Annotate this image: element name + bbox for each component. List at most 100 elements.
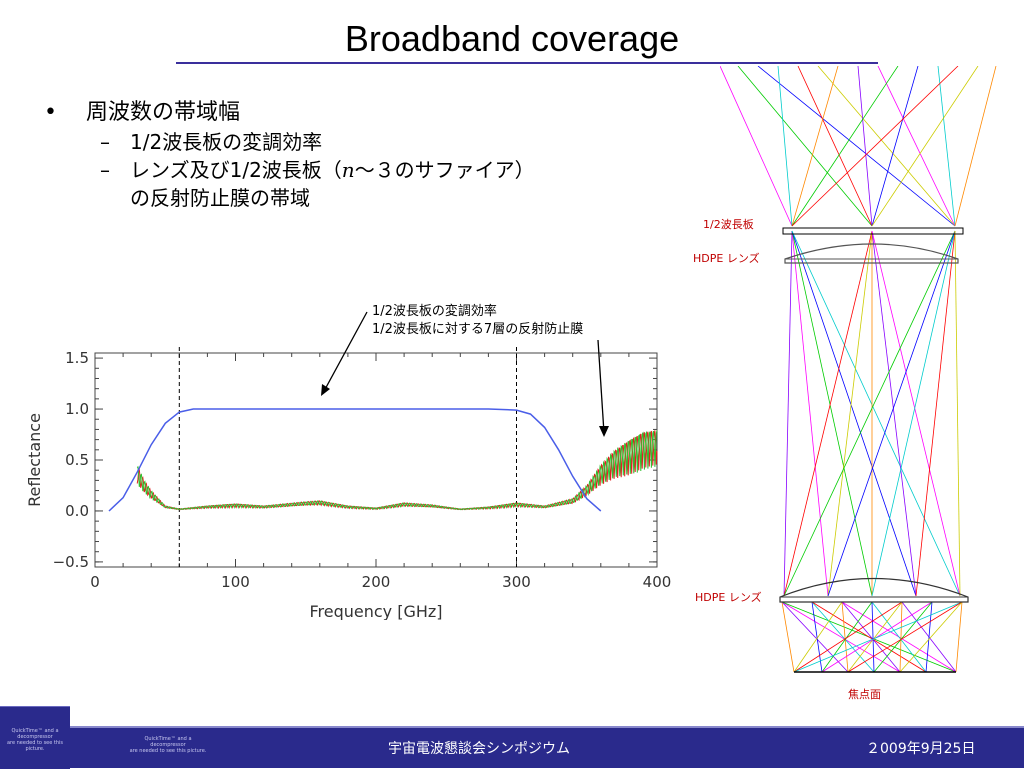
hdpe-lens-1 bbox=[784, 243, 959, 264]
light-ray bbox=[793, 601, 843, 673]
refractive-index-symbol: n bbox=[341, 158, 355, 182]
light-ray bbox=[847, 601, 903, 673]
light-ray bbox=[873, 601, 933, 673]
footer-event-name: 宇宙電波懇談会シンポジウム bbox=[388, 741, 570, 757]
y-tick-label: 0.0 bbox=[65, 502, 89, 520]
y-tick-label: 1.5 bbox=[65, 349, 89, 367]
light-ray bbox=[871, 230, 917, 597]
half-wave-plate-label: 1/2波長板 bbox=[703, 218, 754, 231]
light-ray bbox=[841, 601, 849, 673]
light-ray bbox=[877, 66, 956, 227]
x-axis-label: Frequency [GHz] bbox=[309, 602, 442, 620]
bullet-item: • 周波数の帯域幅 bbox=[44, 98, 535, 128]
light-ray bbox=[791, 230, 917, 597]
slide-title: Broadband coverage bbox=[344, 18, 680, 59]
y-tick-label: 0.5 bbox=[65, 451, 89, 469]
light-ray bbox=[899, 601, 903, 673]
half-wave-plate bbox=[782, 227, 964, 235]
light-ray bbox=[793, 601, 903, 673]
light-ray bbox=[737, 66, 873, 227]
light-ray bbox=[791, 66, 959, 227]
sub-bullet-continuation: の反射防止膜の帯域 bbox=[130, 186, 310, 210]
x-tick-label: 100 bbox=[221, 573, 250, 591]
reflectance-chart: 0 100 200 300 400 −0.5 0.0 0.5 1.0 1.5 Frequency [… bbox=[25, 347, 672, 620]
light-ray bbox=[954, 230, 961, 597]
light-ray bbox=[811, 601, 927, 673]
y-tick-label: 1.0 bbox=[65, 400, 89, 418]
light-ray bbox=[841, 601, 901, 673]
light-ray bbox=[871, 601, 927, 673]
light-ray bbox=[783, 230, 793, 597]
x-tick-label: 0 bbox=[90, 573, 100, 591]
light-ray bbox=[955, 601, 963, 673]
light-ray bbox=[783, 230, 873, 597]
footer-divider bbox=[0, 726, 1024, 728]
light-ray bbox=[899, 601, 963, 673]
light-ray bbox=[791, 66, 899, 227]
light-ray bbox=[954, 66, 997, 227]
x-tick-label: 200 bbox=[362, 573, 391, 591]
light-ray bbox=[915, 230, 956, 597]
modulation-efficiency-curve bbox=[108, 408, 602, 512]
chart-annotation: 1/2波長板の変調効率 1/2波長板に対する7層の反射防止膜 bbox=[372, 303, 583, 339]
light-ray bbox=[871, 230, 961, 597]
arrow-to-ar-curve bbox=[597, 339, 605, 434]
light-ray bbox=[791, 66, 839, 227]
arrow-head bbox=[321, 384, 330, 396]
arrow-head bbox=[599, 426, 609, 437]
light-ray bbox=[793, 601, 963, 673]
light-ray bbox=[777, 66, 793, 227]
focal-plane-label: 焦点面 bbox=[848, 688, 881, 701]
bullet-dot: • bbox=[44, 100, 57, 125]
light-ray bbox=[847, 601, 963, 673]
light-ray bbox=[781, 601, 901, 673]
x-tick-label: 300 bbox=[502, 573, 531, 591]
light-ray bbox=[821, 601, 873, 673]
light-ray bbox=[791, 230, 961, 597]
title-underline bbox=[176, 62, 878, 64]
light-ray bbox=[791, 230, 829, 597]
light-ray bbox=[827, 230, 873, 597]
sub-bullet-text: 〜３のサファイア） bbox=[354, 158, 535, 182]
arrow-to-modulation-curve bbox=[322, 311, 368, 394]
logo-placeholder-text: QuickTime™ and a decompressor are needed… bbox=[6, 728, 64, 752]
ar-coating-trace-green bbox=[136, 430, 658, 511]
bullet-text: 周波数の帯域幅 bbox=[86, 100, 241, 125]
light-ray bbox=[757, 66, 956, 227]
sub-bullet-item: – 1/2波長板の変調効率 bbox=[44, 128, 535, 156]
light-ray bbox=[871, 601, 875, 673]
sub-bullet-item: – レンズ及び1/2波長板（n〜３のサファイア） bbox=[44, 156, 535, 184]
footer-bar bbox=[0, 726, 1024, 768]
optics-diagram bbox=[720, 66, 997, 673]
sub-bullet-text: レンズ及び1/2波長板（ bbox=[130, 158, 342, 182]
light-ray bbox=[791, 230, 873, 597]
sub-bullet-text: 1/2波長板の変調効率 bbox=[130, 130, 323, 154]
light-ray bbox=[871, 230, 956, 597]
y-axis-label: Reflectance bbox=[25, 413, 44, 507]
light-ray bbox=[783, 230, 956, 597]
light-ray bbox=[781, 601, 795, 673]
light-ray bbox=[871, 66, 919, 227]
light-ray bbox=[937, 66, 956, 227]
y-tick-label: −0.5 bbox=[53, 553, 89, 571]
hdpe-lens-1-label: HDPE レンズ bbox=[693, 252, 760, 265]
annotation-line-2: 1/2波長板に対する7層の反射防止膜 bbox=[372, 322, 584, 337]
light-ray bbox=[797, 66, 873, 227]
bullet-list: • 周波数の帯域幅 – 1/2波長板の変調効率 – レンズ及び1/2波長板（n〜… bbox=[44, 98, 535, 212]
light-ray bbox=[720, 66, 793, 227]
footer-date: ２009年9月25日 bbox=[866, 741, 976, 757]
light-ray bbox=[811, 601, 875, 673]
annotation-line-1: 1/2波長板の変調効率 bbox=[372, 304, 497, 319]
x-tick-label: 400 bbox=[643, 573, 672, 591]
light-ray bbox=[857, 66, 873, 227]
hdpe-lens-2-label: HDPE レンズ bbox=[695, 591, 762, 604]
sub-bullet-dash: – bbox=[100, 130, 110, 154]
light-ray bbox=[925, 601, 933, 673]
light-ray bbox=[781, 601, 849, 673]
ar-coating-trace-red bbox=[136, 430, 658, 511]
annotation-arrows bbox=[321, 311, 609, 437]
sub-bullet-dash: – bbox=[100, 158, 110, 182]
quicktime-placeholder-text: QuickTime™ and a decompressor are needed… bbox=[129, 736, 207, 754]
light-ray bbox=[817, 66, 956, 227]
light-ray bbox=[827, 230, 956, 597]
